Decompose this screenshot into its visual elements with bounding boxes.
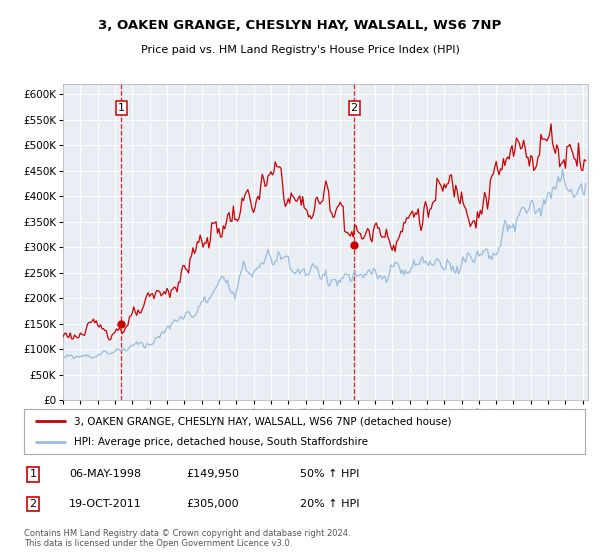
Text: 2: 2 (29, 499, 37, 509)
Text: 2: 2 (350, 104, 358, 114)
Text: 1: 1 (29, 469, 37, 479)
Text: HPI: Average price, detached house, South Staffordshire: HPI: Average price, detached house, Sout… (74, 437, 368, 447)
Text: 06-MAY-1998: 06-MAY-1998 (69, 469, 141, 479)
Text: 20% ↑ HPI: 20% ↑ HPI (300, 499, 359, 509)
Text: 19-OCT-2011: 19-OCT-2011 (69, 499, 142, 509)
Text: Contains HM Land Registry data © Crown copyright and database right 2024.
This d: Contains HM Land Registry data © Crown c… (24, 529, 350, 548)
Text: 3, OAKEN GRANGE, CHESLYN HAY, WALSALL, WS6 7NP: 3, OAKEN GRANGE, CHESLYN HAY, WALSALL, W… (98, 18, 502, 32)
Text: 3, OAKEN GRANGE, CHESLYN HAY, WALSALL, WS6 7NP (detached house): 3, OAKEN GRANGE, CHESLYN HAY, WALSALL, W… (74, 416, 452, 426)
Text: £305,000: £305,000 (186, 499, 239, 509)
Text: £149,950: £149,950 (186, 469, 239, 479)
Text: 50% ↑ HPI: 50% ↑ HPI (300, 469, 359, 479)
Text: Price paid vs. HM Land Registry's House Price Index (HPI): Price paid vs. HM Land Registry's House … (140, 45, 460, 55)
Text: 1: 1 (118, 104, 125, 114)
